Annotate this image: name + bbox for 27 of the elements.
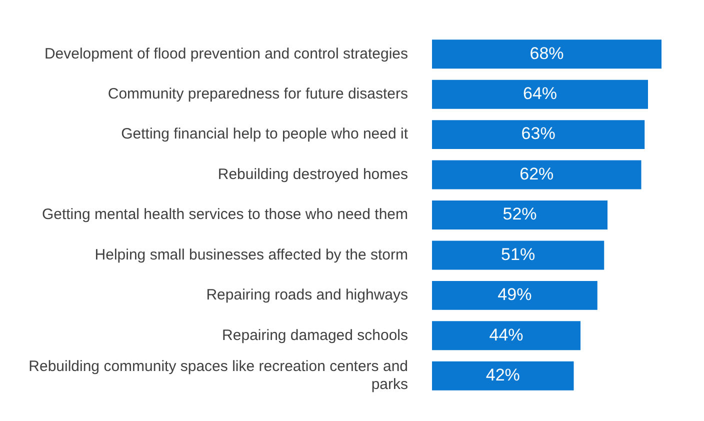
bar	[432, 40, 662, 69]
data-label: 51%	[501, 244, 536, 264]
y-tick-label: Getting financial help to people who need it	[121, 126, 409, 143]
data-label: 42%	[486, 366, 520, 385]
bar	[432, 321, 580, 350]
y-tick-label: Rebuilding destroyed homes	[218, 166, 408, 183]
bar	[432, 120, 645, 150]
data-label: 44%	[489, 325, 524, 344]
y-tick-label: Repairing damaged schools	[222, 326, 408, 344]
data-label: 52%	[502, 204, 537, 224]
data-label: 62%	[520, 164, 554, 184]
bar	[432, 280, 598, 310]
y-tick-label: Community preparedness for future disasters	[108, 85, 408, 102]
data-label: 64%	[522, 84, 558, 104]
bar	[432, 200, 608, 230]
y-tick-label: Getting mental health services to those who need them	[42, 206, 408, 224]
bar	[432, 80, 648, 109]
bar	[432, 361, 574, 390]
bar	[432, 160, 642, 190]
y-tick-label: Repairing roads and highways	[206, 286, 408, 304]
data-label: 49%	[498, 285, 532, 304]
bar	[432, 240, 604, 270]
y-tick-label: Development of flood prevention and control strategies	[44, 45, 408, 62]
y-tick-label: Rebuilding community spaces like recreation centers and parks	[28, 358, 408, 394]
data-label: 68%	[530, 44, 564, 63]
y-tick-label: Helping small businesses affected by the storm	[94, 246, 408, 264]
data-label: 63%	[521, 124, 556, 144]
